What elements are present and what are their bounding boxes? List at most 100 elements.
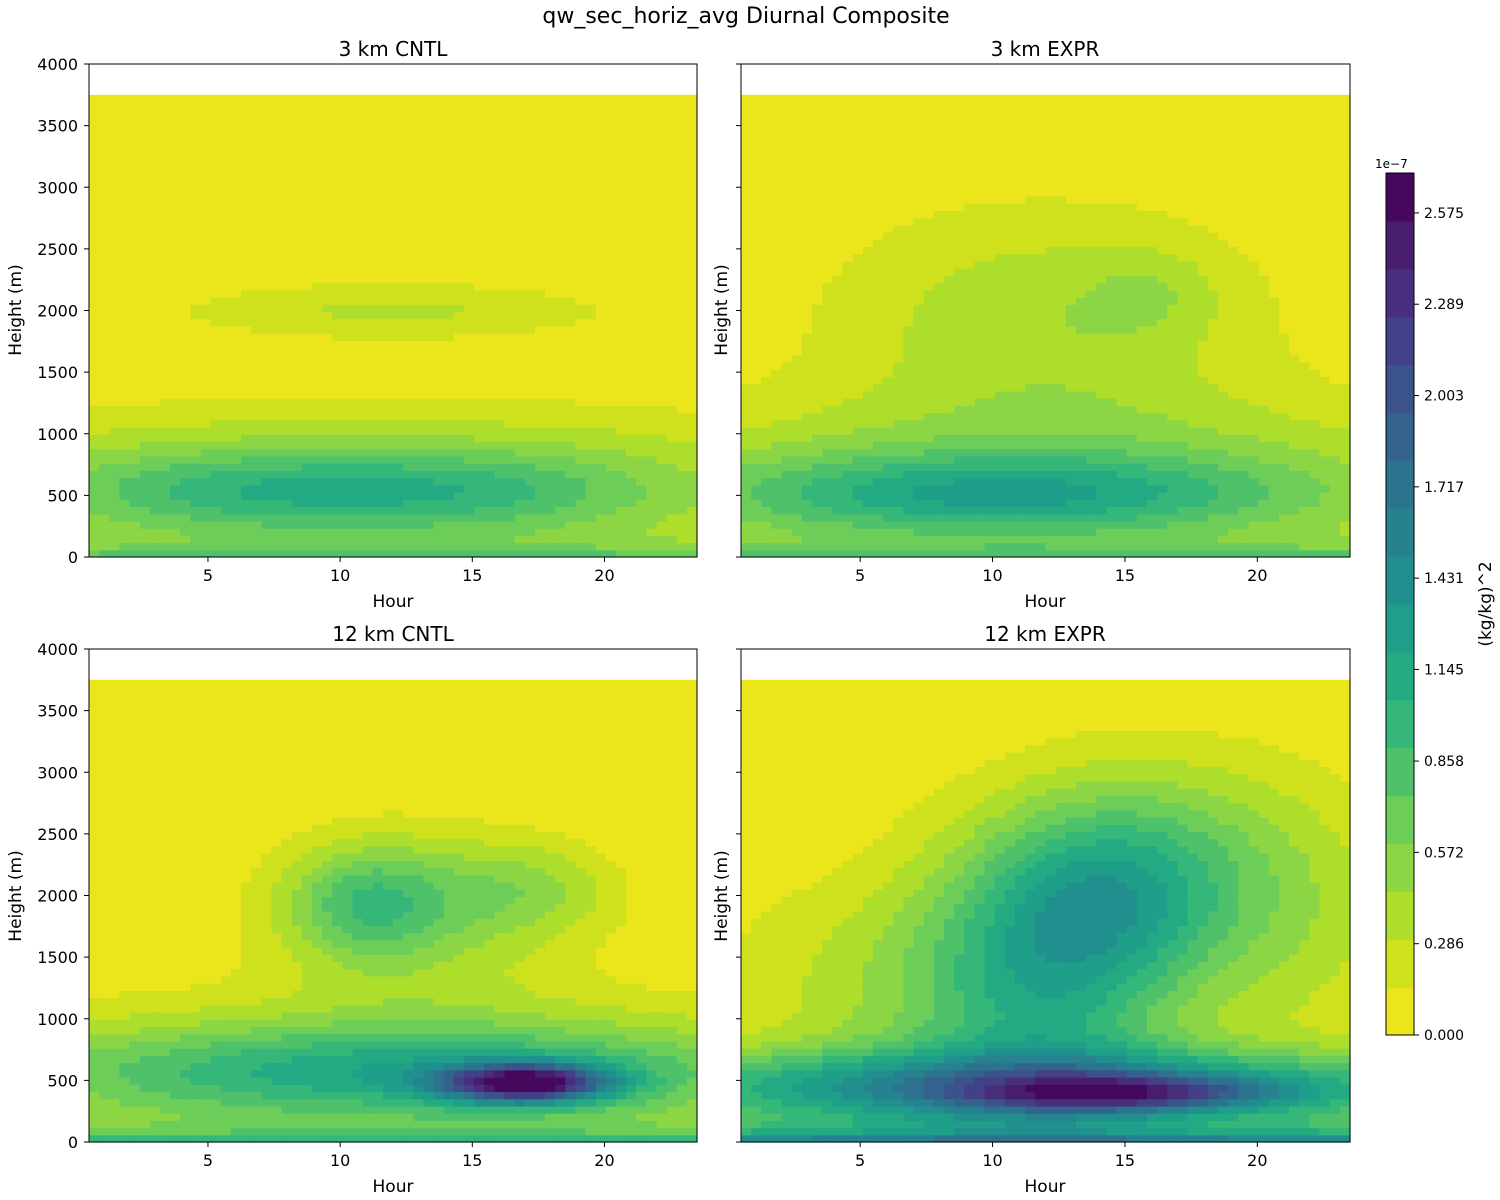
contour-cell bbox=[130, 174, 141, 182]
contour-cell bbox=[636, 528, 647, 536]
contour-cell bbox=[180, 246, 191, 254]
contour-cell bbox=[434, 362, 445, 370]
contour-cell bbox=[565, 181, 576, 189]
contour-cell bbox=[342, 420, 353, 428]
contour-cell bbox=[261, 319, 272, 327]
contour-cell bbox=[342, 413, 353, 421]
contour-cell bbox=[565, 218, 576, 226]
contour-cell bbox=[393, 449, 404, 457]
contour-cell bbox=[494, 521, 505, 529]
contour-cell bbox=[312, 550, 323, 558]
contour-cell bbox=[656, 449, 667, 457]
contour-cell bbox=[302, 340, 313, 348]
contour-cell bbox=[302, 225, 313, 233]
contour-cell bbox=[282, 232, 293, 240]
contour-cell bbox=[474, 268, 485, 276]
contour-cell bbox=[545, 398, 556, 406]
contour-cell bbox=[474, 391, 485, 399]
contour-cell bbox=[373, 333, 384, 341]
contour-cell bbox=[504, 449, 515, 457]
contour-cell bbox=[413, 268, 424, 276]
contour-cell bbox=[423, 470, 434, 478]
contour-cell bbox=[251, 225, 262, 233]
contour-cell bbox=[515, 485, 526, 493]
contour-cell bbox=[180, 283, 191, 291]
contour-cell bbox=[99, 543, 110, 551]
contour-cell bbox=[251, 413, 262, 421]
contour-cell bbox=[464, 340, 475, 348]
contour-cell bbox=[99, 478, 110, 486]
contour-cell bbox=[251, 290, 262, 298]
contour-cell bbox=[646, 535, 657, 543]
contour-cell bbox=[515, 246, 526, 254]
contour-cell bbox=[626, 290, 637, 298]
contour-cell bbox=[494, 470, 505, 478]
contour-cell bbox=[231, 348, 242, 356]
contour-cell bbox=[99, 369, 110, 377]
contour-cell bbox=[646, 463, 657, 471]
contour-cell bbox=[504, 521, 515, 529]
contour-cell bbox=[261, 506, 272, 514]
contour-cell bbox=[190, 499, 201, 507]
contour-cell bbox=[515, 434, 526, 442]
contour-cell bbox=[454, 239, 465, 247]
contour-cell bbox=[444, 203, 455, 211]
contour-cell bbox=[636, 398, 647, 406]
contour-cell bbox=[484, 348, 495, 356]
contour-cell bbox=[667, 319, 678, 327]
contour-cell bbox=[373, 319, 384, 327]
contour-cell bbox=[565, 441, 576, 449]
contour-cell bbox=[89, 506, 100, 514]
contour-cell bbox=[393, 311, 404, 319]
contour-cell bbox=[474, 420, 485, 428]
contour-cell bbox=[200, 275, 211, 283]
contour-cell bbox=[200, 434, 211, 442]
contour-cell bbox=[332, 225, 343, 233]
contour-cell bbox=[322, 210, 333, 218]
contour-cell bbox=[342, 319, 353, 327]
contour-cell bbox=[119, 441, 130, 449]
contour-cell bbox=[180, 405, 191, 413]
contour-cell bbox=[393, 485, 404, 493]
contour-cell bbox=[464, 210, 475, 218]
contour-cell bbox=[160, 268, 171, 276]
contour-cell bbox=[140, 189, 151, 197]
contour-cell bbox=[160, 340, 171, 348]
contour-cell bbox=[221, 254, 232, 262]
contour-cell bbox=[423, 463, 434, 471]
contour-cell bbox=[474, 254, 485, 262]
contour-cell bbox=[464, 398, 475, 406]
contour-cell bbox=[596, 311, 607, 319]
contour-cell bbox=[484, 355, 495, 363]
contour-cell bbox=[150, 369, 161, 377]
contour-cell bbox=[383, 203, 394, 211]
contour-cell bbox=[312, 196, 323, 204]
contour-cell bbox=[606, 326, 617, 334]
contour-cell bbox=[636, 384, 647, 392]
contour-cell bbox=[373, 485, 384, 493]
contour-cell bbox=[454, 413, 465, 421]
contour-cell bbox=[150, 535, 161, 543]
contour-cell bbox=[494, 290, 505, 298]
contour-cell bbox=[180, 362, 191, 370]
contour-cell bbox=[565, 384, 576, 392]
contour-cell bbox=[373, 478, 384, 486]
contour-cell bbox=[261, 203, 272, 211]
contour-cell bbox=[130, 413, 141, 421]
contour-cell bbox=[383, 456, 394, 464]
contour-cell bbox=[292, 218, 303, 226]
contour-cell bbox=[271, 376, 282, 384]
contour-cell bbox=[221, 391, 232, 399]
contour-cell bbox=[119, 311, 130, 319]
contour-cell bbox=[444, 311, 455, 319]
contour-cell bbox=[515, 189, 526, 197]
contour-cell bbox=[373, 521, 384, 529]
contour-cell bbox=[626, 506, 637, 514]
contour-cell bbox=[302, 376, 313, 384]
contour-cell bbox=[150, 355, 161, 363]
contour-cell bbox=[211, 398, 222, 406]
contour-cell bbox=[352, 391, 363, 399]
contour-cell bbox=[565, 478, 576, 486]
contour-cell bbox=[211, 196, 222, 204]
contour-cell bbox=[109, 311, 120, 319]
